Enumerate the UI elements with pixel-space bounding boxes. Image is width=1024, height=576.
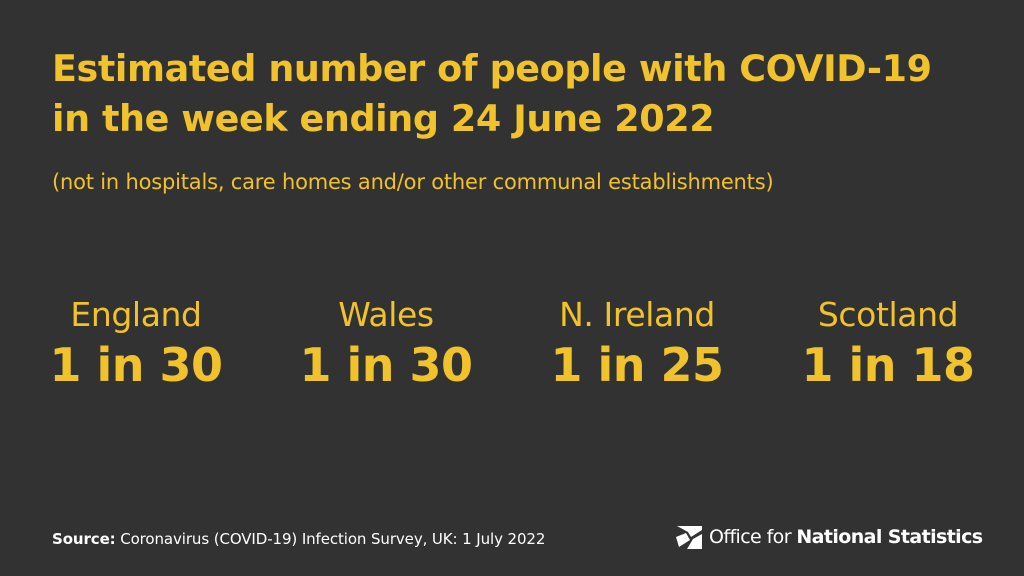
stat-wales: Wales 1 in 30 — [256, 292, 516, 394]
ons-logo: Office for National Statistics — [675, 523, 983, 551]
source-text: Coronavirus (COVID-19) Infection Survey,… — [120, 530, 546, 548]
source-note: Source: Coronavirus (COVID-19) Infection… — [52, 529, 545, 549]
logo-text-light: Office for — [709, 526, 797, 548]
title-line-1: Estimated number of people with COVID-19 — [52, 47, 932, 90]
logo-text-bold: National Statistics — [796, 526, 983, 548]
stat-region-label: Scotland — [817, 295, 959, 334]
stat-region-label: Wales — [338, 295, 434, 334]
title-line-2: in the week ending 24 June 2022 — [52, 97, 715, 140]
stat-england: England 1 in 30 — [6, 292, 266, 394]
stat-value: 1 in 30 — [299, 338, 473, 392]
stat-value: 1 in 30 — [49, 338, 223, 392]
stat-scotland: Scotland 1 in 18 — [758, 292, 1018, 394]
source-label: Source: — [52, 530, 116, 548]
stat-value: 1 in 25 — [550, 338, 724, 392]
stat-value: 1 in 18 — [801, 338, 975, 392]
ons-logo-icon — [676, 526, 702, 549]
stat-region-label: N. Ireland — [559, 295, 715, 334]
page-title: Estimated number of people with COVID-19… — [52, 44, 992, 144]
logo-text: Office for National Statistics — [709, 523, 983, 551]
stat-region-label: England — [70, 295, 202, 334]
page-subtitle: (not in hospitals, care homes and/or oth… — [52, 170, 774, 194]
stat-n-ireland: N. Ireland 1 in 25 — [507, 292, 767, 394]
